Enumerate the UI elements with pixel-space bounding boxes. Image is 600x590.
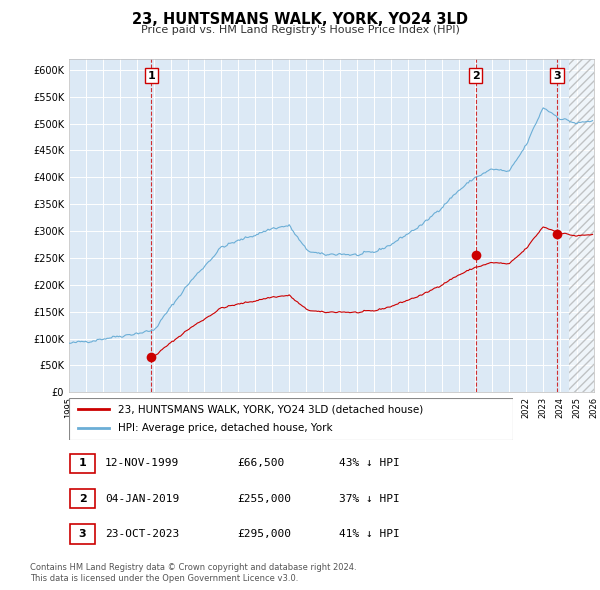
Text: 37% ↓ HPI: 37% ↓ HPI	[339, 494, 400, 503]
Text: Contains HM Land Registry data © Crown copyright and database right 2024.: Contains HM Land Registry data © Crown c…	[30, 563, 356, 572]
Text: 23, HUNTSMANS WALK, YORK, YO24 3LD (detached house): 23, HUNTSMANS WALK, YORK, YO24 3LD (deta…	[118, 404, 423, 414]
Text: 3: 3	[79, 529, 86, 539]
Text: HPI: Average price, detached house, York: HPI: Average price, detached house, York	[118, 424, 332, 434]
Text: 2: 2	[79, 494, 86, 503]
Text: 41% ↓ HPI: 41% ↓ HPI	[339, 529, 400, 539]
Text: 23, HUNTSMANS WALK, YORK, YO24 3LD: 23, HUNTSMANS WALK, YORK, YO24 3LD	[132, 12, 468, 27]
Text: 43% ↓ HPI: 43% ↓ HPI	[339, 458, 400, 468]
Text: 3: 3	[553, 71, 561, 81]
Text: 23-OCT-2023: 23-OCT-2023	[105, 529, 179, 539]
Text: £255,000: £255,000	[237, 494, 291, 503]
Text: 04-JAN-2019: 04-JAN-2019	[105, 494, 179, 503]
Text: 2: 2	[472, 71, 479, 81]
Text: This data is licensed under the Open Government Licence v3.0.: This data is licensed under the Open Gov…	[30, 574, 298, 583]
Text: 12-NOV-1999: 12-NOV-1999	[105, 458, 179, 468]
Text: 1: 1	[148, 71, 155, 81]
Text: £295,000: £295,000	[237, 529, 291, 539]
Text: 1: 1	[79, 458, 86, 468]
Text: £66,500: £66,500	[237, 458, 284, 468]
Text: Price paid vs. HM Land Registry's House Price Index (HPI): Price paid vs. HM Land Registry's House …	[140, 25, 460, 35]
